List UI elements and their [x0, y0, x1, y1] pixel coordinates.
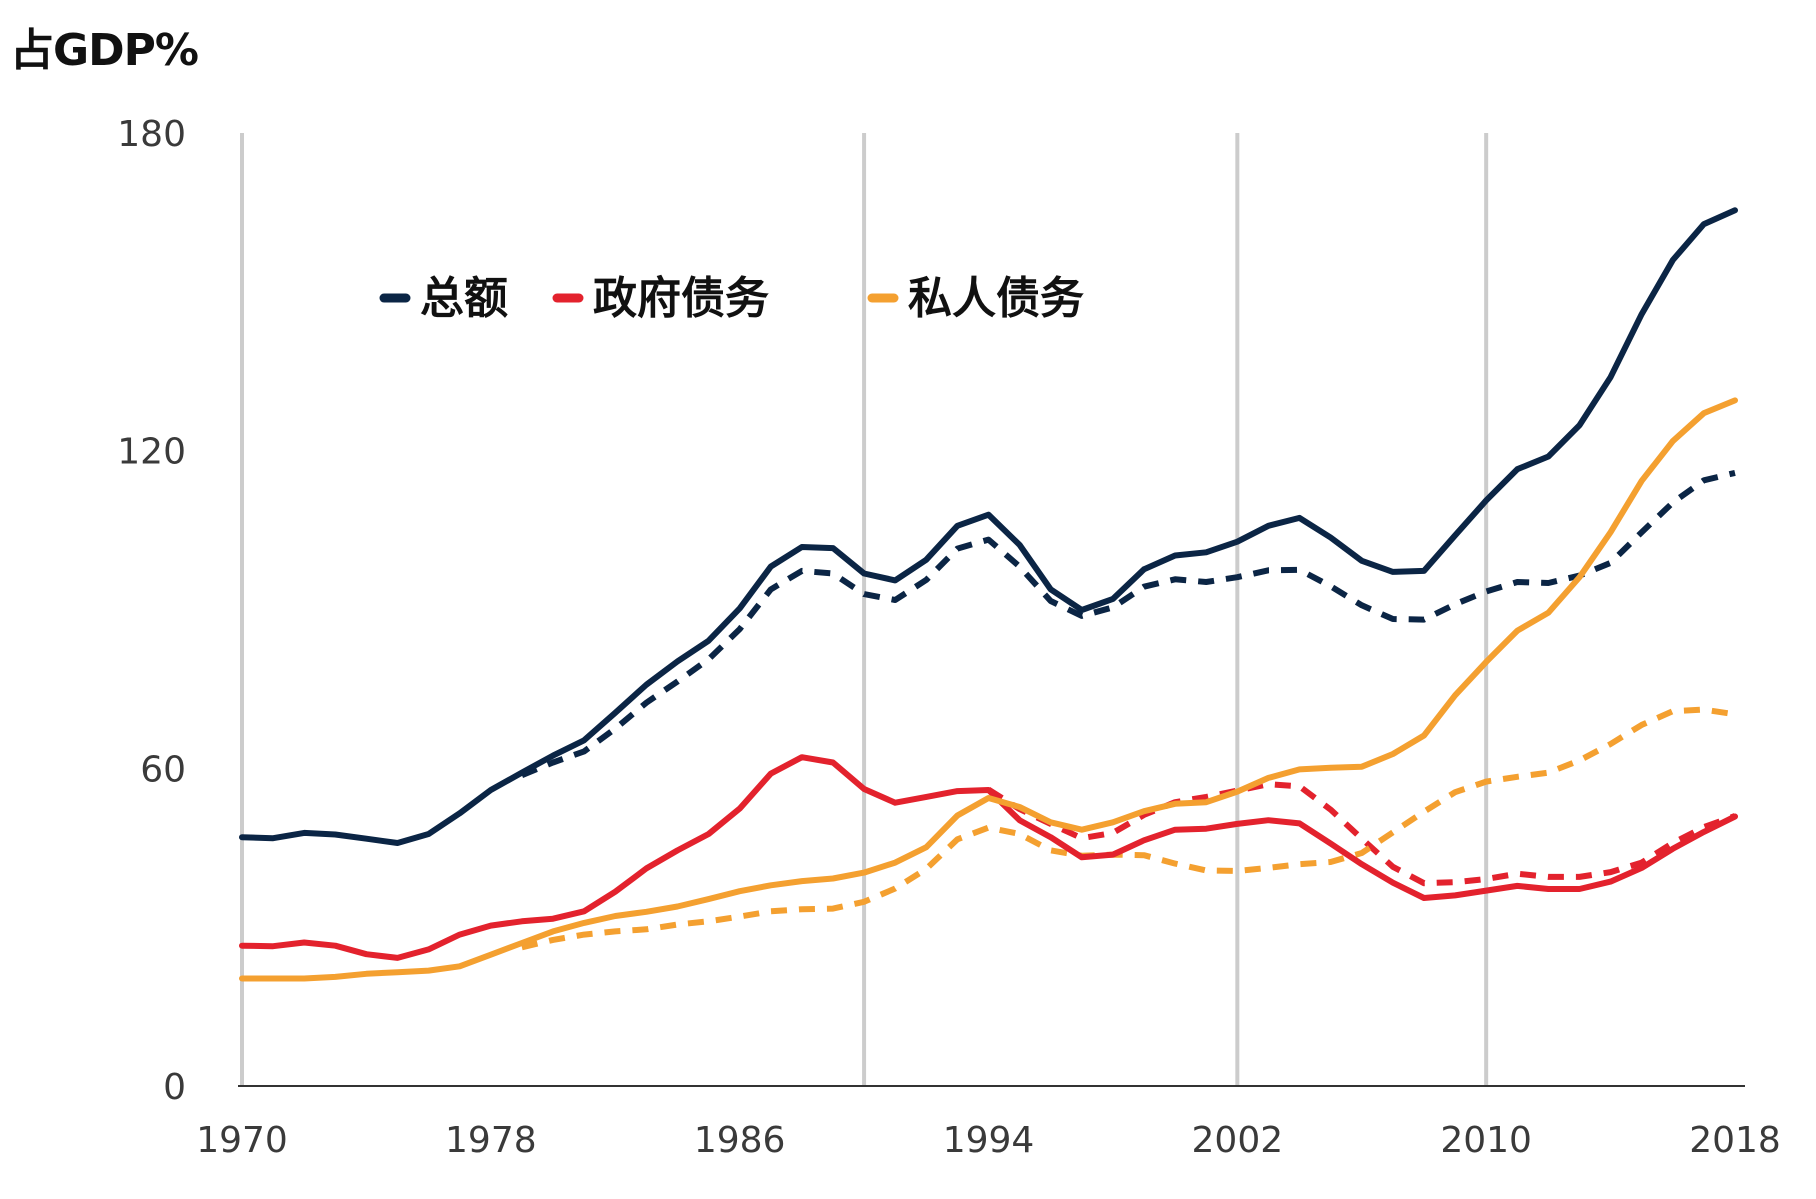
- y-axis-unit-label: 占GDP%: [10, 25, 199, 76]
- axes: 0 60 120 180 1970 1978 1986 1994 2002 2010 2018: [117, 114, 1781, 1161]
- x-tick-label: 1986: [694, 1120, 786, 1161]
- y-tick-label: 0: [163, 1067, 186, 1108]
- x-tick-label: 2002: [1192, 1120, 1284, 1161]
- series-line-government-solid: [239, 754, 1738, 961]
- series-line-total-dashed: [520, 469, 1736, 778]
- y-tick-label: 180: [117, 114, 186, 155]
- series-line-total-solid: [239, 207, 1738, 846]
- legend: 总额 政府债务 私人债务: [379, 273, 1084, 324]
- x-tick-label: 2018: [1689, 1120, 1781, 1161]
- series-line-government-dashed: [986, 781, 1737, 887]
- x-tick-label: 1978: [445, 1120, 537, 1161]
- y-tick-label: 60: [140, 749, 186, 790]
- legend-label-government: 政府债务: [593, 273, 769, 324]
- series-lines: [239, 207, 1738, 982]
- gridlines: [240, 133, 1489, 1086]
- x-tick-label: 1994: [943, 1120, 1035, 1161]
- x-tick-label: 2010: [1440, 1120, 1532, 1161]
- series-line-private-solid: [239, 397, 1738, 982]
- series-line-private-dashed: [521, 706, 1736, 951]
- y-tick-label: 120: [117, 432, 186, 473]
- x-tick-label: 1970: [196, 1120, 288, 1161]
- legend-label-total: 总额: [420, 273, 508, 324]
- legend-label-private: 私人债务: [908, 273, 1084, 324]
